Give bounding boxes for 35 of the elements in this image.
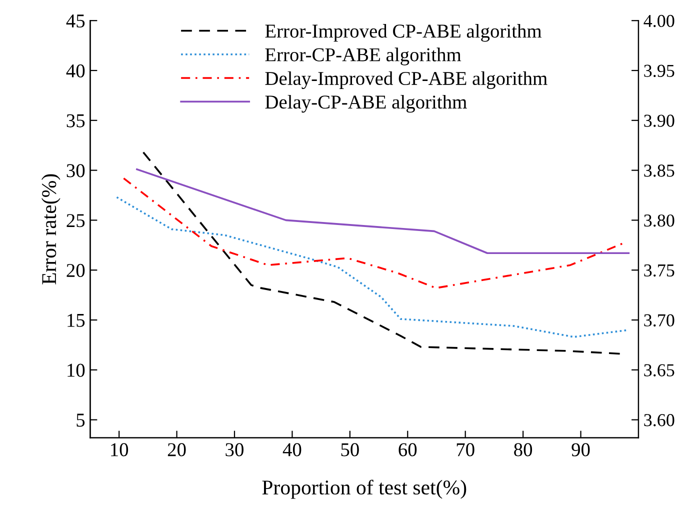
x-tick-label: 50 xyxy=(341,443,359,456)
x-tick-label: 90 xyxy=(572,443,590,456)
line-series xyxy=(122,177,624,289)
legend-label: Delay-CP-ABE algorithm xyxy=(265,94,467,113)
y-axis-title: Error rate(%) xyxy=(41,174,60,284)
x-tick-label: 70 xyxy=(456,443,474,456)
y-tick-label: 5 xyxy=(76,414,85,427)
y-tick-label: 35 xyxy=(66,114,85,128)
x-tick-label: 30 xyxy=(226,443,244,456)
legend-label: Error-CP-ABE algorithm xyxy=(265,48,462,66)
x-tick-label: 80 xyxy=(514,443,532,456)
line-series xyxy=(136,168,630,254)
y-tick-label: 40 xyxy=(66,64,85,78)
y-tick-label: 25 xyxy=(66,214,85,228)
y-tick-label: 45 xyxy=(66,14,85,28)
y2-tick-label: 3.90 xyxy=(644,114,674,127)
x-tick-label: 10 xyxy=(111,443,128,456)
x-axis-title: Proportion of test set(%) xyxy=(262,480,466,499)
y2-tick-label: 3.80 xyxy=(644,214,674,227)
y2-tick-label: 3.85 xyxy=(644,164,674,177)
x-tick-label: 40 xyxy=(282,443,302,456)
y-tick-label: 10 xyxy=(68,364,85,377)
legend-label: Error-Improved CP-ABE algorithm xyxy=(265,24,542,42)
y2-tick-label: 3.75 xyxy=(644,264,674,277)
y2-tick-label: 3.70 xyxy=(644,314,674,327)
x-tick-label: 20 xyxy=(168,443,186,456)
y2-tick-label: 3.60 xyxy=(644,414,674,426)
y-tick-label: 20 xyxy=(66,264,85,278)
y2-tick-label: 4.00 xyxy=(644,14,674,28)
legend-label: Delay-Improved CP-ABE algorithm xyxy=(265,71,548,90)
y-tick-label: 15 xyxy=(68,314,85,327)
y2-tick-label: 3.95 xyxy=(644,64,674,78)
x-tick-label: 60 xyxy=(398,443,417,456)
y2-tick-label: 3.65 xyxy=(644,364,674,376)
y-tick-label: 30 xyxy=(66,164,85,178)
